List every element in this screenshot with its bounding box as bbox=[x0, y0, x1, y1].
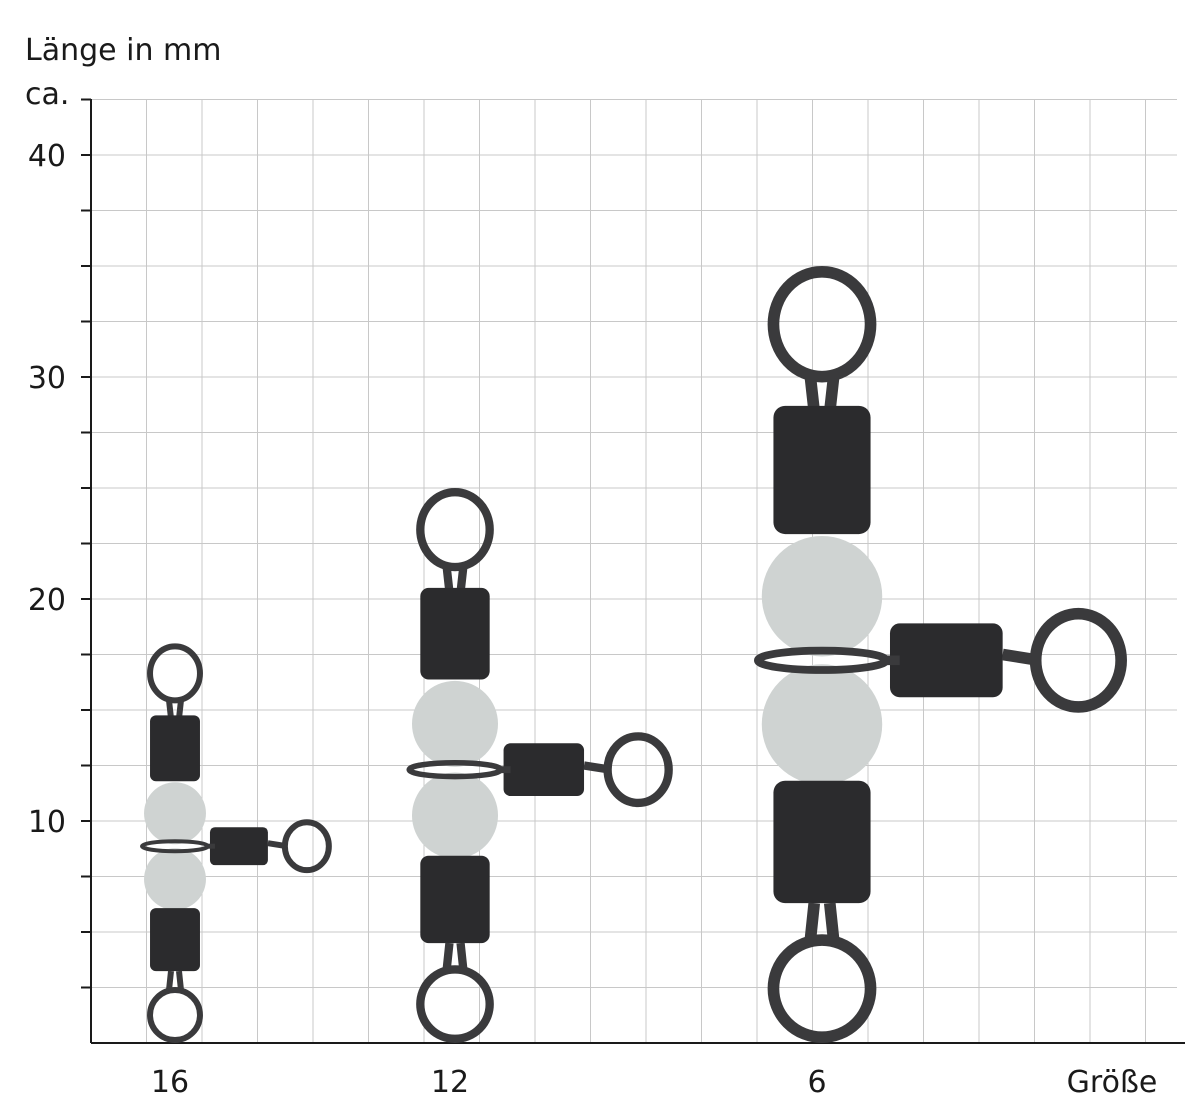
barrel-side bbox=[889, 623, 1003, 698]
x-tick-label: 12 bbox=[431, 1065, 469, 1100]
neck-bottom bbox=[442, 942, 468, 970]
eye-bottom bbox=[147, 987, 203, 1044]
grid bbox=[91, 99, 1177, 1043]
barrel-bottom bbox=[773, 780, 871, 904]
center-ring bbox=[406, 759, 504, 780]
center-ring bbox=[754, 646, 890, 674]
bead-top bbox=[411, 680, 499, 767]
eye-side bbox=[281, 819, 332, 874]
eye-top bbox=[767, 266, 877, 383]
neck-bottom bbox=[804, 902, 840, 941]
neck-bottom bbox=[166, 970, 184, 991]
bead-bottom bbox=[411, 772, 499, 859]
y-axis-label-ca: ca. bbox=[25, 77, 69, 112]
three-way-swivel bbox=[406, 488, 673, 1044]
neck-top bbox=[166, 700, 184, 719]
x-tick-label: 6 bbox=[807, 1065, 826, 1100]
barrel-bottom bbox=[420, 855, 490, 944]
y-tick-label: 40 bbox=[28, 139, 66, 174]
barrel-top bbox=[150, 715, 200, 782]
barrel-top bbox=[420, 587, 490, 680]
swivels bbox=[140, 266, 1127, 1044]
eye-side bbox=[603, 732, 673, 808]
barrel-side bbox=[503, 743, 585, 797]
eye-top bbox=[147, 643, 203, 704]
barrel-bottom bbox=[150, 908, 200, 972]
bead-top bbox=[144, 782, 206, 845]
eye-bottom bbox=[416, 965, 494, 1044]
bead-bottom bbox=[144, 848, 206, 911]
barrel-side bbox=[209, 827, 268, 866]
center-ring bbox=[140, 839, 210, 854]
eye-top bbox=[416, 488, 494, 572]
y-tick-label: 20 bbox=[28, 583, 66, 618]
axes bbox=[81, 98, 1185, 1044]
bead-bottom bbox=[761, 664, 883, 785]
three-way-swivel bbox=[754, 266, 1127, 1044]
barrel-top bbox=[773, 405, 871, 535]
y-axis-label: Länge in mm bbox=[25, 33, 221, 68]
three-way-swivel bbox=[140, 643, 332, 1044]
eye-side bbox=[1029, 607, 1127, 713]
y-tick-label: 10 bbox=[28, 805, 66, 840]
x-axis-label: Größe bbox=[1067, 1065, 1158, 1100]
eye-bottom bbox=[767, 934, 877, 1044]
x-tick-label: 16 bbox=[151, 1065, 189, 1100]
y-tick-label: 30 bbox=[28, 361, 66, 396]
bead-top bbox=[761, 536, 883, 657]
